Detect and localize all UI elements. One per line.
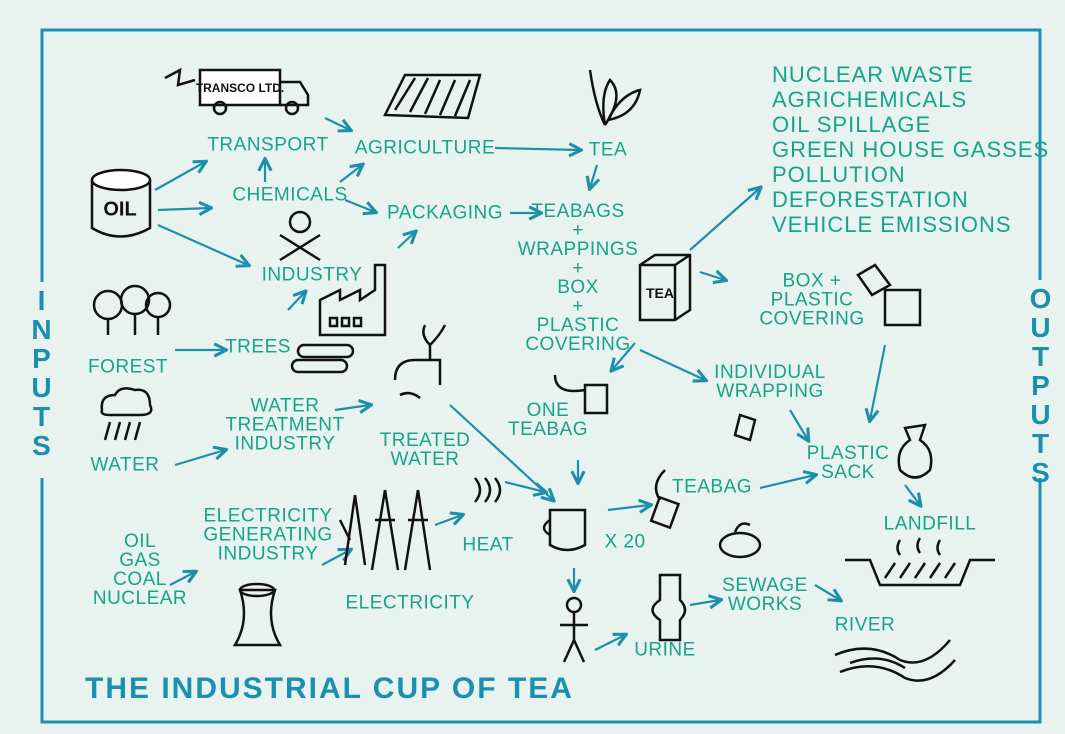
node-line: COVERING (759, 310, 864, 329)
node-line: PLASTIC (807, 444, 890, 463)
output-item: POLLUTION (772, 162, 906, 188)
node-line: GAS (93, 551, 187, 570)
node-label: WATER (91, 456, 160, 475)
node-line: BOX + (759, 272, 864, 291)
node-line: CHEMICALS (232, 186, 347, 205)
node-label: TEABAG (672, 478, 752, 497)
node-line: ELECTRICITY (345, 594, 474, 613)
node-line: + (518, 259, 639, 278)
icon-label: TRANSCO LTD. (196, 81, 284, 95)
node-line: TEABAGS (518, 202, 639, 221)
node-line: TRANSPORT (207, 136, 328, 155)
node-label: URINE (634, 641, 696, 660)
node-label: CHEMICALS (232, 186, 347, 205)
icon-label: OIL (103, 199, 136, 222)
output-item: OIL SPILLAGE (772, 112, 931, 138)
node-label: AGRICULTURE (355, 139, 495, 158)
node-line: WORKS (722, 595, 808, 614)
node-label: TRANSPORT (207, 136, 328, 155)
node-line: NUCLEAR (93, 589, 187, 608)
node-line: PLASTIC (759, 291, 864, 310)
node-label: INDUSTRY (262, 266, 363, 285)
node-line: SACK (807, 463, 890, 482)
node-line: OIL (93, 532, 187, 551)
node-line: WATER (380, 450, 471, 469)
node-label: FOREST (88, 358, 168, 377)
node-line: + (518, 221, 639, 240)
outputs-label: OUTPUTS (1024, 283, 1056, 486)
node-label: ELECTRICITY (345, 594, 474, 613)
node-line: URINE (634, 641, 696, 660)
node-line: HEAT (462, 536, 513, 555)
node-line: WATER (91, 456, 160, 475)
output-item: AGRICHEMICALS (772, 87, 967, 113)
node-line: RIVER (835, 616, 896, 635)
node-label: LANDFILL (884, 515, 977, 534)
node-line: TEABAG (508, 420, 588, 439)
node-line: TREES (225, 338, 291, 357)
node-line: GENERATING (203, 526, 332, 545)
node-line: INDUSTRY (262, 266, 363, 285)
node-line: INDUSTRY (203, 545, 332, 564)
node-line: + (518, 297, 639, 316)
node-label: X 20 (604, 533, 645, 552)
title: THE INDUSTRIAL CUP OF TEA (85, 672, 574, 706)
node-line: INDUSTRY (225, 435, 344, 454)
node-line: BOX (518, 278, 639, 297)
node-label: HEAT (462, 536, 513, 555)
node-line: ONE (508, 401, 588, 420)
icon-label: TEA (646, 285, 674, 301)
output-item: NUCLEAR WASTE (772, 62, 974, 88)
node-line: TREATED (380, 431, 471, 450)
node-label: RIVER (835, 616, 896, 635)
node-line: COVERING (518, 335, 639, 354)
node-line: X 20 (604, 533, 645, 552)
node-line: FOREST (88, 358, 168, 377)
node-label: TEA (589, 141, 627, 160)
node-line: INDIVIDUAL (714, 363, 826, 382)
node-line: TEA (589, 141, 627, 160)
diagram: OIL TRANSCO LTD. TEA INPUTS OUTPUTS THE … (0, 0, 1065, 734)
inputs-label: INPUTS (25, 285, 57, 459)
node-line: TREATMENT (225, 416, 344, 435)
output-item: VEHICLE EMISSIONS (772, 212, 1012, 238)
node-label: PACKAGING (387, 204, 503, 223)
node-line: WRAPPING (714, 382, 826, 401)
node-line: COAL (93, 570, 187, 589)
node-line: PLASTIC (518, 316, 639, 335)
output-item: DEFORESTATION (772, 187, 969, 213)
node-line: AGRICULTURE (355, 139, 495, 158)
node-label: TREES (225, 338, 291, 357)
node-line: PACKAGING (387, 204, 503, 223)
node-line: LANDFILL (884, 515, 977, 534)
node-line: ELECTRICITY (203, 507, 332, 526)
output-item: GREEN HOUSE GASSES (772, 137, 1049, 163)
node-line: TEABAG (672, 478, 752, 497)
node-line: WATER (225, 397, 344, 416)
node-line: SEWAGE (722, 576, 808, 595)
node-line: WRAPPINGS (518, 240, 639, 259)
